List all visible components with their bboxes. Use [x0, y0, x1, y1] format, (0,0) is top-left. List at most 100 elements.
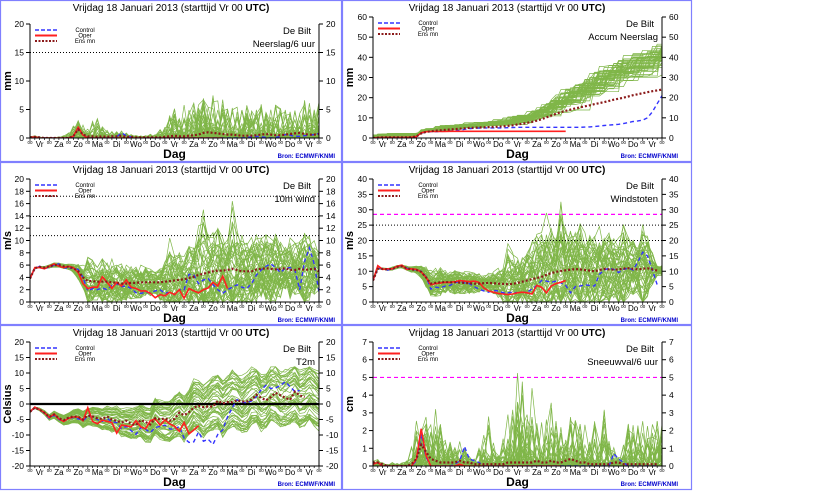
y-tick-label-right: 2: [326, 285, 331, 295]
member-line: [373, 56, 662, 138]
x-day-label: Ma: [92, 304, 104, 313]
x-tick-hour-label: 00: [525, 140, 531, 145]
x-day-label: Wo: [130, 140, 142, 149]
y-tick-label: 20: [358, 236, 368, 246]
y-tick-label: 1: [362, 443, 367, 453]
member-line: [373, 419, 662, 466]
x-day-label: Za: [397, 468, 407, 477]
chart-title: Vrijdag 18 Januari 2013 (starttijd Vr 00…: [409, 165, 606, 176]
member-line: [30, 226, 319, 280]
y-tick-label: 40: [358, 52, 368, 62]
x-axis-label: Dag: [163, 311, 186, 325]
y-tick-label: 30: [358, 205, 368, 215]
y-tick-label: 0: [362, 133, 367, 143]
x-tick-hour-label: 00: [602, 468, 608, 473]
plot-area: [373, 372, 662, 466]
y-tick-label-right: 5: [326, 384, 331, 394]
x-tick-hour-label: 00: [467, 468, 473, 473]
x-day-label: Vr: [171, 304, 179, 313]
x-day-label: Vr: [306, 140, 314, 149]
y-tick-label: 3: [362, 408, 367, 418]
ensemble-members: [373, 372, 662, 466]
chart-title: Vrijdag 18 Januari 2013 (starttijd Vr 00…: [73, 165, 270, 176]
y-tick-label: 5: [362, 282, 367, 292]
y-tick-label-right: 40: [669, 174, 679, 184]
y-tick-label: 4: [362, 390, 367, 400]
y-tick-label-right: 0: [326, 297, 331, 307]
x-tick-hour-label: 00: [124, 468, 130, 473]
x-tick-hour-label: 00: [467, 140, 473, 145]
x-tick-hour-label: 00: [27, 304, 33, 309]
x-day-label: Ma: [92, 468, 104, 477]
x-day-label: Ma: [227, 468, 239, 477]
member-line: [30, 108, 319, 138]
station-label: De Bilt: [626, 181, 654, 192]
variable-label: Accum Neerslag: [588, 32, 658, 43]
source-label: Bron: ECMWF/KNMI: [278, 318, 336, 324]
x-tick-hour-label: 00: [201, 304, 207, 309]
x-tick-hour-label: 00: [390, 140, 396, 145]
y-tick-label: 10: [358, 266, 368, 276]
x-tick-hour-label: 00: [621, 468, 627, 473]
chart-wind10m: Vrijdag 18 Januari 2013 (starttijd Vr 00…: [2, 165, 336, 325]
y-tick-label-right: 15: [326, 48, 336, 58]
y-tick-label-right: 15: [669, 251, 679, 261]
y-tick-label-right: 15: [326, 353, 336, 363]
member-line: [30, 265, 319, 302]
member-line: [373, 425, 662, 466]
y-tick-label: 60: [358, 12, 368, 22]
x-day-label: Wo: [608, 468, 620, 477]
y-axis-label: mm: [344, 68, 356, 88]
member-line: [373, 55, 662, 138]
x-day-label: Vr: [649, 468, 657, 477]
y-tick-label: 6: [19, 260, 24, 270]
x-tick-hour-label: 00: [143, 468, 149, 473]
x-day-label: Wo: [130, 468, 142, 477]
x-day-label: Do: [285, 304, 296, 313]
x-tick-hour-label: 00: [297, 140, 303, 145]
y-axis-label: m/s: [344, 231, 356, 250]
legend-label: Ens mn: [75, 39, 95, 45]
series-ens-mn: [30, 264, 319, 285]
legend-label: Control: [418, 21, 437, 27]
y-tick-label-right: 30: [669, 205, 679, 215]
x-day-label: Za: [397, 304, 407, 313]
x-tick-hour-label: 00: [428, 304, 434, 309]
source-label: Bron: ECMWF/KNMI: [278, 154, 336, 160]
y-tick-label: 15: [15, 353, 25, 363]
x-day-label: Do: [493, 468, 504, 477]
legend-label: Ens mn: [75, 194, 95, 200]
y-tick-label-right: 25: [669, 220, 679, 230]
y-tick-label: 0: [19, 297, 24, 307]
x-day-label: Di: [591, 304, 599, 313]
member-line: [30, 107, 319, 138]
x-tick-hour-label: 00: [428, 140, 434, 145]
chart-title: Vrijdag 18 Januari 2013 (starttijd Vr 00…: [73, 3, 270, 14]
x-day-label: Za: [54, 468, 64, 477]
x-day-label: Ma: [570, 304, 582, 313]
x-day-label: Wo: [265, 468, 277, 477]
x-day-label: Wo: [608, 140, 620, 149]
x-day-label: Ma: [435, 468, 447, 477]
y-tick-label: 10: [15, 76, 25, 86]
source-label: Bron: ECMWF/KNMI: [621, 318, 679, 324]
x-tick-hour-label: 00: [66, 304, 72, 309]
legend-label: Control: [75, 346, 94, 352]
chart-snow: Vrijdag 18 Januari 2013 (starttijd Vr 00…: [344, 328, 678, 489]
x-day-label: Di: [248, 140, 256, 149]
member-line: [30, 407, 319, 438]
x-tick-hour-label: 00: [621, 140, 627, 145]
x-day-label: Vr: [649, 140, 657, 149]
x-tick-hour-label: 00: [162, 140, 168, 145]
x-tick-hour-label: 00: [259, 140, 265, 145]
x-day-label: Di: [113, 140, 121, 149]
panel-frame: [0, 0, 343, 163]
x-tick-hour-label: 00: [124, 140, 130, 145]
y-tick-label-right: 14: [326, 211, 336, 221]
x-day-label: Za: [189, 468, 199, 477]
ensemble-members: [30, 95, 319, 138]
member-line: [30, 407, 319, 439]
x-tick-hour-label: 00: [390, 304, 396, 309]
member-line: [373, 266, 662, 302]
